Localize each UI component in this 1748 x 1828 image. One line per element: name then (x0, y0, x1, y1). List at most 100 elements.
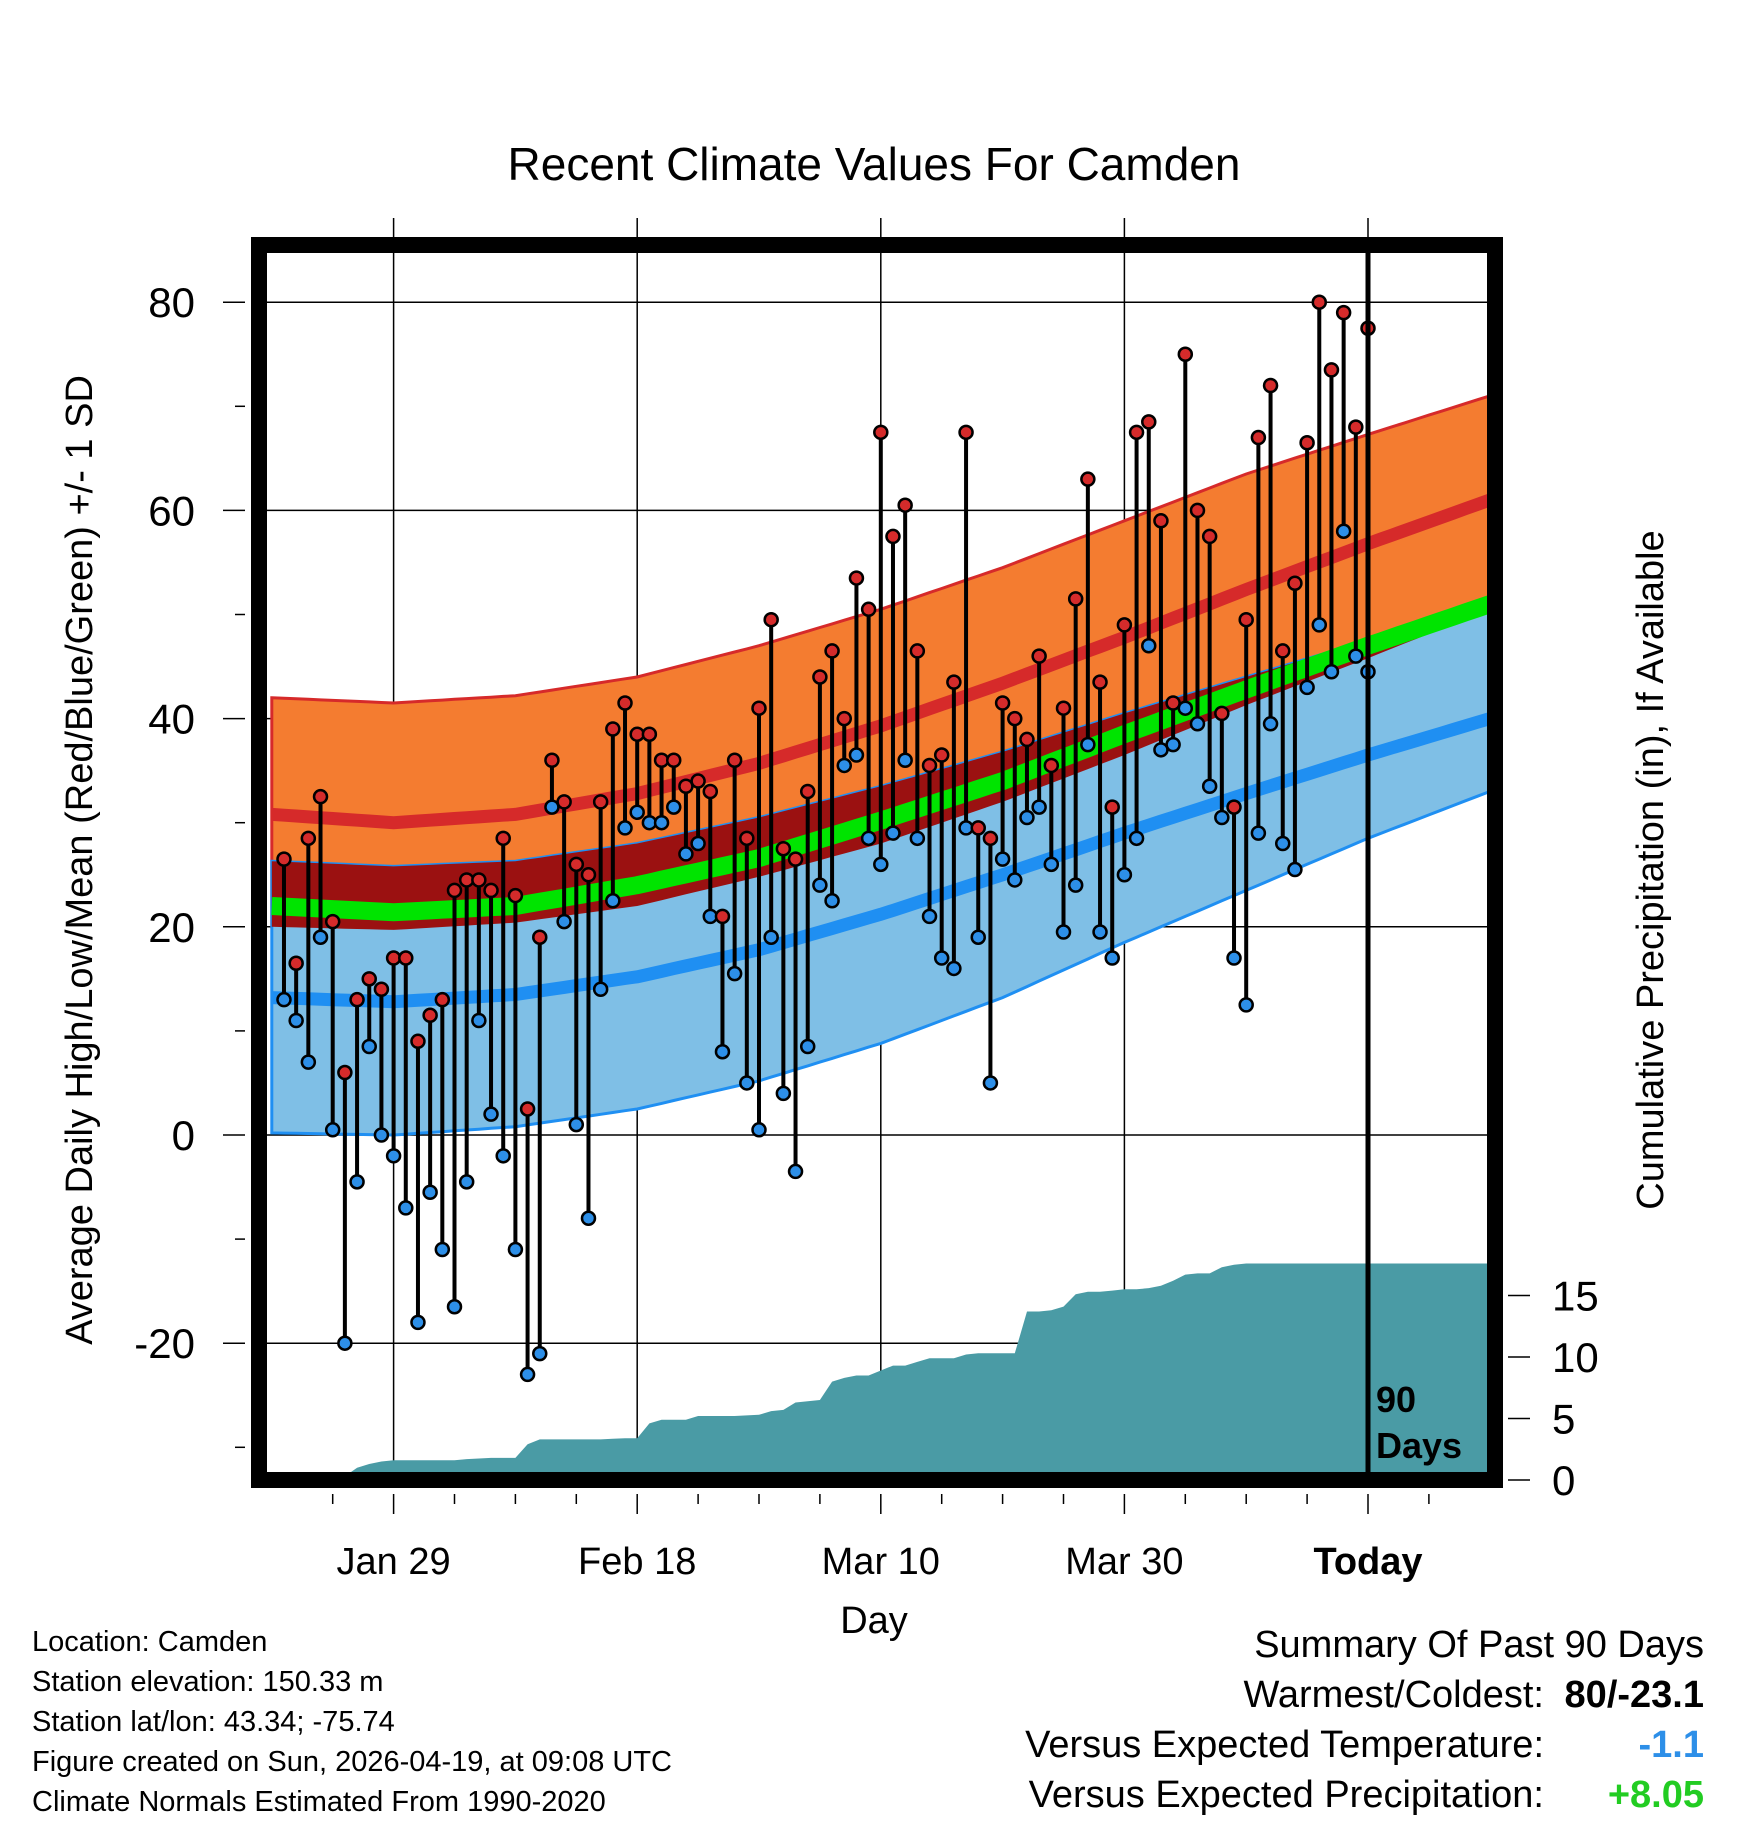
x-tick-label: Mar 10 (822, 1541, 940, 1583)
x-tick-label: Jan 29 (337, 1541, 451, 1583)
summary-panel: Summary Of Past 90 Days Warmest/Coldest:… (1025, 1620, 1704, 1820)
precip-anomaly-value: +8.05 (1607, 1774, 1704, 1816)
daily-high-point (373, 981, 390, 998)
daily-low-point (1055, 924, 1072, 940)
daily-high-point (702, 783, 719, 800)
daily-high-point (848, 570, 865, 586)
daily-low-point (1311, 617, 1328, 633)
today-days-number: 90 (1376, 1379, 1416, 1420)
daily-low-point (617, 820, 633, 836)
daily-low-point (799, 1038, 816, 1055)
daily-high-point (1238, 611, 1254, 628)
daily-high-point (1043, 757, 1060, 774)
daily-high-point (312, 788, 329, 805)
daily-low-point (422, 1184, 438, 1201)
daily-high-point (1019, 731, 1035, 748)
daily-low-point (885, 825, 901, 841)
daily-high-point (970, 820, 986, 836)
daily-low-point (1165, 736, 1181, 753)
daily-low-point (483, 1106, 499, 1122)
y-tick-label: 20 (148, 904, 195, 951)
daily-high-point (617, 695, 633, 711)
y2-tick-label: 10 (1552, 1334, 1599, 1381)
daily-low-point (1201, 778, 1218, 795)
chart-title: Recent Climate Values For Camden (508, 138, 1241, 190)
y-tick-label: 80 (148, 279, 195, 326)
daily-high-point (958, 424, 974, 441)
daily-low-point (970, 929, 986, 945)
daily-low-point (1067, 877, 1084, 893)
daily-high-point (1153, 513, 1169, 529)
daily-high-point (446, 882, 463, 899)
daily-low-point (787, 1163, 804, 1180)
daily-low-point (1323, 664, 1340, 680)
y2-axis-label: Cumulative Precipitation (in), If Availa… (1630, 530, 1672, 1209)
daily-low-point (373, 1127, 390, 1143)
daily-high-point (349, 991, 365, 1008)
daily-low-point (1348, 648, 1364, 664)
daily-low-point (471, 1012, 487, 1029)
daily-high-point (324, 913, 341, 930)
daily-high-point (775, 840, 792, 857)
created-text: Figure created on Sun, 2026-04-19, at 09… (32, 1746, 672, 1778)
daily-high-point (1128, 424, 1145, 441)
daily-high-point (434, 991, 451, 1008)
daily-low-point (848, 747, 865, 763)
daily-high-point (1250, 429, 1267, 446)
daily-high-point (1031, 648, 1047, 664)
temp-anomaly-label: Versus Expected Temperature: (1025, 1724, 1544, 1766)
y-tick-label: -20 (134, 1320, 195, 1367)
daily-high-point (1214, 705, 1230, 722)
daily-high-point (873, 424, 889, 441)
latlon-text: Station lat/lon: 43.34; -75.74 (32, 1706, 395, 1738)
daily-low-point (763, 929, 779, 945)
daily-high-point (532, 929, 548, 945)
daily-low-point (994, 851, 1011, 867)
daily-low-point (933, 950, 950, 966)
daily-low-point (1299, 679, 1315, 696)
y-tick-label: 60 (148, 487, 195, 534)
daily-high-point (1274, 643, 1291, 659)
x-tick-label: Feb 18 (578, 1541, 696, 1583)
x-axis-label: Day (840, 1600, 908, 1642)
daily-high-point (812, 669, 828, 685)
daily-high-point (1177, 346, 1194, 362)
daily-high-point (507, 887, 524, 904)
daily-low-point (385, 1148, 402, 1164)
daily-high-point (337, 1064, 353, 1081)
daily-high-point (1007, 710, 1023, 727)
daily-low-point (1092, 924, 1108, 940)
normals-text: Climate Normals Estimated From 1990-2020 (32, 1786, 606, 1818)
daily-bars (276, 294, 1376, 1383)
temp-anomaly-value: -1.1 (1638, 1724, 1704, 1766)
daily-high-point (1299, 434, 1315, 451)
daily-low-point (446, 1299, 463, 1315)
today-marker: 90 Days (1365, 245, 1462, 1480)
daily-low-point (921, 908, 938, 925)
daily-high-point (994, 695, 1011, 711)
axes: -20 0 20 40 60 80 0 5 10 15 Jan 29 Feb 18 Mar 10 Mar … (134, 279, 1598, 1583)
daily-low-point (726, 965, 743, 982)
x-tick-label: Mar 30 (1065, 1541, 1183, 1583)
daily-high-point (714, 908, 731, 925)
daily-low-point (605, 893, 621, 909)
elevation-text: Station elevation: 150.33 m (32, 1666, 384, 1698)
daily-low-point (909, 830, 926, 847)
daily-high-point (1116, 617, 1133, 633)
summary-title: Summary Of Past 90 Days (1254, 1624, 1704, 1666)
daily-high-point (556, 794, 572, 810)
daily-low-point (337, 1335, 353, 1351)
daily-low-point (495, 1148, 511, 1164)
daily-high-point (568, 856, 585, 873)
daily-low-point (873, 856, 889, 873)
daily-low-point (714, 1043, 731, 1060)
daily-low-point (1116, 867, 1133, 883)
daily-high-point (1226, 799, 1242, 815)
daily-low-point (434, 1241, 451, 1258)
daily-high-point (824, 643, 840, 659)
daily-high-point (361, 971, 377, 987)
daily-low-point (812, 877, 828, 893)
daily-low-point (775, 1085, 792, 1102)
daily-high-point (1067, 591, 1084, 607)
daily-high-point (1311, 294, 1328, 310)
